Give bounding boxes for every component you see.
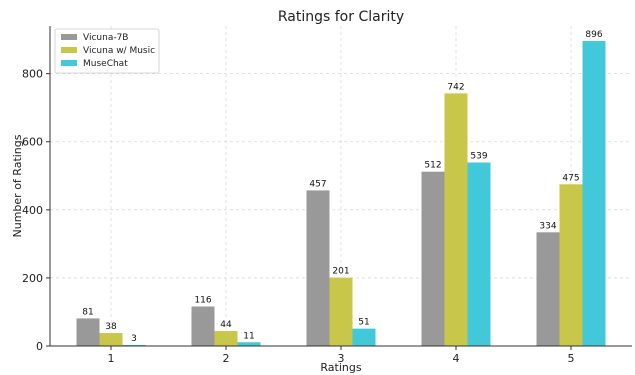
y-tick-label-0: 0: [36, 340, 43, 353]
data-label-vicuna-w-music-3: 201: [332, 267, 349, 277]
bar-vicuna-w-music-3: [329, 277, 353, 346]
bar-vicuna-w-music-2: [214, 331, 238, 346]
bar-musechat-2: [237, 342, 261, 346]
bar-vicuna-w-music-4: [444, 93, 468, 346]
x-tick-label-5: 5: [568, 352, 575, 365]
data-label-vicuna-7b-2: 116: [194, 296, 211, 306]
data-label-vicuna-w-music-2: 44: [220, 320, 232, 330]
y-ticks: 0 200 400 600 800: [22, 68, 50, 353]
legend-swatch-musechat: [61, 60, 77, 66]
data-label-vicuna-7b-5: 334: [539, 221, 556, 231]
bars: [76, 40, 606, 346]
y-tick-label-600: 600: [22, 136, 43, 149]
data-label-vicuna-7b-3: 457: [309, 179, 326, 189]
y-axis-label: Number of Ratings: [11, 134, 24, 237]
legend-swatch-vicuna-w-music: [61, 47, 77, 53]
bar-vicuna-7b-4: [421, 171, 445, 346]
bar-musechat-1: [122, 344, 146, 346]
x-ticks: 1 2 3 4 5: [108, 346, 575, 365]
data-label-musechat-2: 11: [243, 331, 254, 341]
legend: Vicuna-7B Vicuna w/ Music MuseChat: [54, 28, 160, 74]
data-label-vicuna-7b-1: 81: [82, 307, 93, 317]
data-label-vicuna-w-music-5: 475: [562, 173, 579, 183]
x-tick-label-2: 2: [223, 352, 230, 365]
data-label-vicuna-7b-4: 512: [424, 161, 441, 171]
y-tick-label-200: 200: [22, 272, 43, 285]
y-tick-label-400: 400: [22, 204, 43, 217]
bar-musechat-4: [467, 162, 491, 346]
data-label-musechat-1: 3: [131, 334, 137, 344]
data-label-musechat-5: 896: [585, 30, 602, 40]
data-labels: 81 116 457 512 334 38 44 201 742 475 3 11 51 539 896: [82, 30, 603, 344]
x-tick-label-4: 4: [453, 352, 460, 365]
bar-vicuna-7b-2: [191, 306, 215, 346]
y-tick-label-800: 800: [22, 68, 43, 81]
legend-label-vicuna-7b: Vicuna-7B: [83, 33, 128, 43]
x-tick-label-1: 1: [108, 352, 115, 365]
x-tick-label-3: 3: [338, 352, 345, 365]
bar-vicuna-w-music-1: [99, 333, 123, 346]
bar-vicuna-w-music-5: [559, 184, 583, 346]
data-label-vicuna-w-music-1: 38: [105, 322, 117, 332]
data-label-musechat-3: 51: [358, 318, 369, 328]
data-label-musechat-4: 539: [470, 152, 487, 162]
bar-vicuna-7b-5: [536, 232, 560, 346]
bar-vicuna-7b-1: [76, 318, 100, 346]
x-axis-label: Ratings: [320, 361, 361, 374]
legend-box: [54, 28, 160, 74]
legend-label-vicuna-w-music: Vicuna w/ Music: [83, 46, 155, 56]
bar-musechat-5: [582, 40, 606, 346]
bar-musechat-3: [352, 328, 376, 346]
chart-title: Ratings for Clarity: [278, 9, 404, 25]
legend-swatch-vicuna-7b: [61, 34, 77, 40]
legend-label-musechat: MuseChat: [83, 59, 128, 69]
data-label-vicuna-w-music-4: 742: [447, 82, 464, 92]
bar-vicuna-7b-3: [306, 190, 330, 346]
